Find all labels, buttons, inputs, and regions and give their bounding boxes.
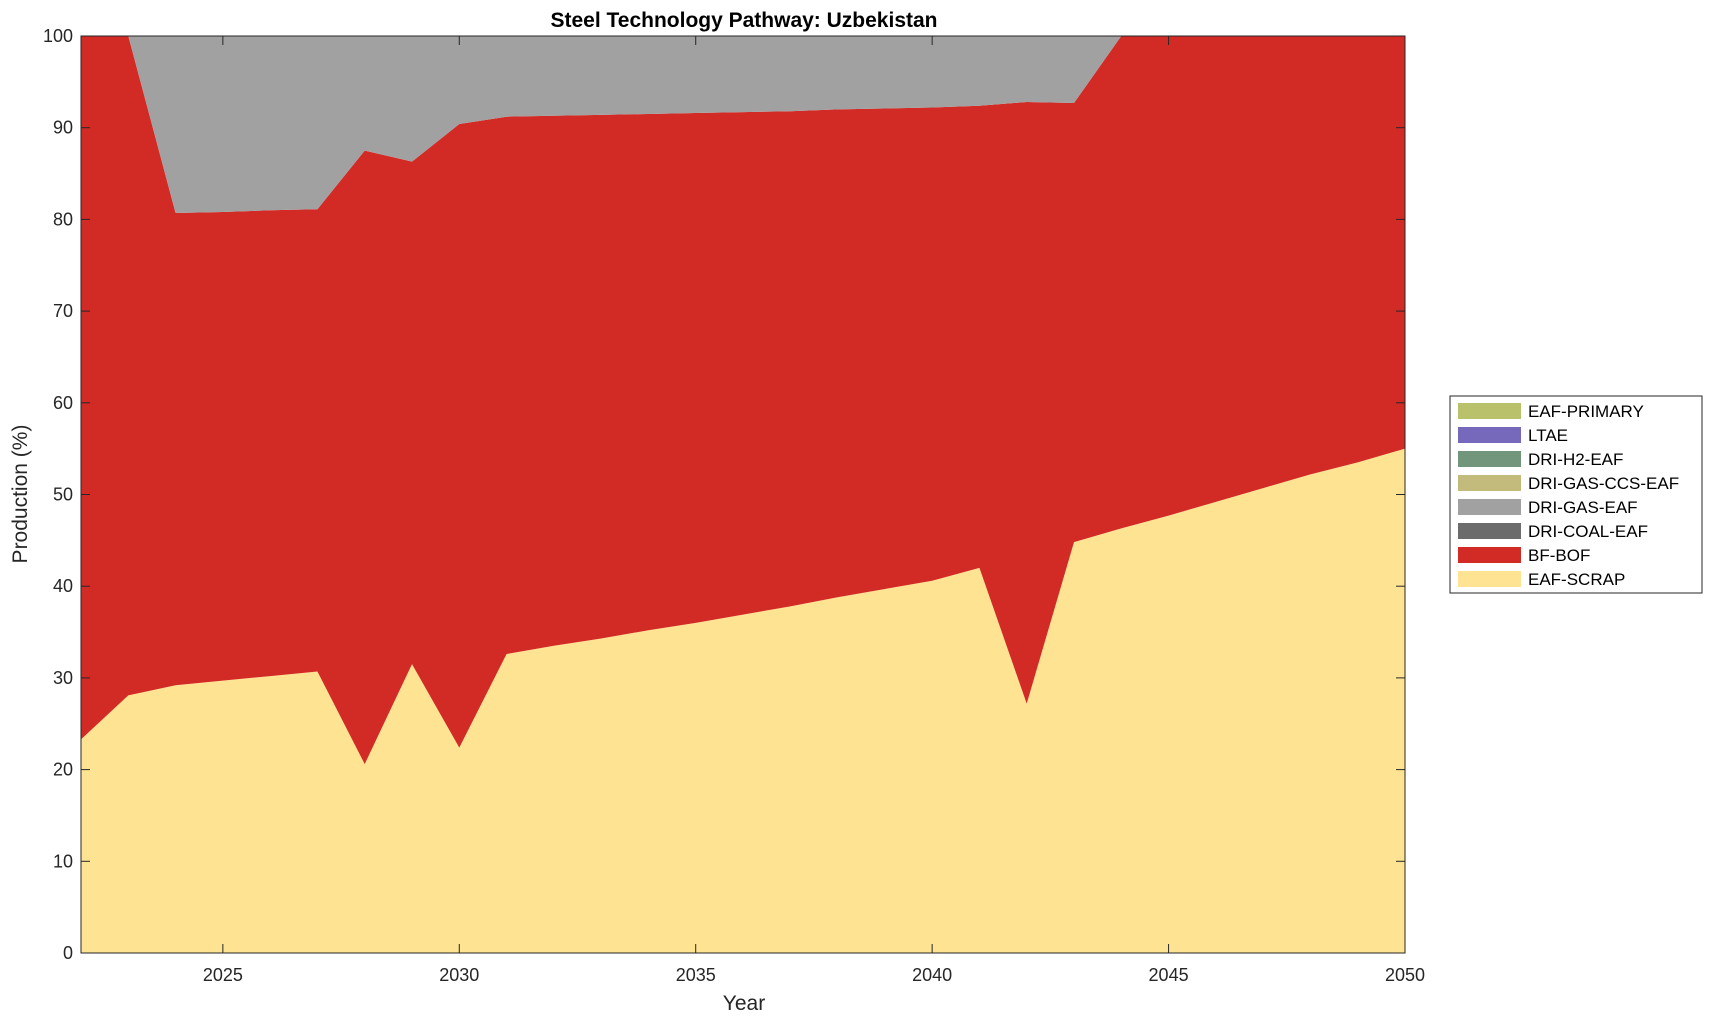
x-tick-label: 2050 <box>1385 965 1425 985</box>
y-tick-label: 90 <box>53 118 73 138</box>
legend-item-bf-bof: BF-BOF <box>1458 546 1590 565</box>
y-tick-label: 0 <box>63 943 73 963</box>
legend-label: DRI-GAS-EAF <box>1528 498 1638 517</box>
legend-swatch <box>1458 475 1521 491</box>
x-tick-label: 2045 <box>1149 965 1189 985</box>
x-tick-label: 2030 <box>439 965 479 985</box>
legend-label: EAF-SCRAP <box>1528 570 1625 589</box>
x-tick-label: 2035 <box>676 965 716 985</box>
legend-label: LTAE <box>1528 426 1568 445</box>
area-series-eaf-scrap <box>81 448 1405 953</box>
axis-ticks: 2025 2030 2035 2040 2045 20500102030405060708… <box>43 26 1425 985</box>
y-tick-label: 100 <box>43 26 73 46</box>
legend-swatch <box>1458 499 1521 515</box>
y-tick-label: 60 <box>53 393 73 413</box>
y-axis-label: Production (%) <box>9 425 32 564</box>
y-tick-label: 20 <box>53 760 73 780</box>
legend-swatch <box>1458 571 1521 587</box>
legend-swatch <box>1458 451 1521 467</box>
legend-item-dri-h2-eaf: DRI-H2-EAF <box>1458 450 1623 469</box>
legend-label: BF-BOF <box>1528 546 1590 565</box>
plot-area <box>81 36 1405 953</box>
legend-swatch <box>1458 547 1521 563</box>
legend-item-eaf-primary: EAF-PRIMARY <box>1458 402 1644 421</box>
legend-item-ltae: LTAE <box>1458 426 1568 445</box>
legend-label: DRI-H2-EAF <box>1528 450 1623 469</box>
y-tick-label: 70 <box>53 301 73 321</box>
legend-swatch <box>1458 403 1521 419</box>
x-tick-label: 2040 <box>912 965 952 985</box>
x-axis-label: Year <box>723 992 765 1015</box>
y-tick-label: 30 <box>53 668 73 688</box>
legend-item-dri-coal-eaf: DRI-COAL-EAF <box>1458 522 1648 541</box>
legend-label: DRI-COAL-EAF <box>1528 522 1648 541</box>
legend-swatch <box>1458 427 1521 443</box>
x-tick-label: 2025 <box>203 965 243 985</box>
y-tick-label: 40 <box>53 576 73 596</box>
legend-item-dri-gas-ccs-eaf: DRI-GAS-CCS-EAF <box>1458 474 1679 493</box>
legend-label: DRI-GAS-CCS-EAF <box>1528 474 1679 493</box>
legend-item-dri-gas-eaf: DRI-GAS-EAF <box>1458 498 1638 517</box>
y-tick-label: 10 <box>53 851 73 871</box>
legend: EAF-PRIMARY LTAE DRI-H2-EAF DRI-GAS-CCS-EAF… <box>1449 395 1703 594</box>
y-tick-label: 50 <box>53 485 73 505</box>
legend-swatch <box>1458 523 1521 539</box>
area-series-bf-bof <box>81 36 1405 765</box>
legend-item-eaf-scrap: EAF-SCRAP <box>1458 570 1625 589</box>
area-series-dri-gas-eaf <box>81 36 1405 213</box>
y-tick-label: 80 <box>53 209 73 229</box>
chart-title: Steel Technology Pathway: Uzbekistan <box>550 9 937 32</box>
legend-label: EAF-PRIMARY <box>1528 402 1644 421</box>
